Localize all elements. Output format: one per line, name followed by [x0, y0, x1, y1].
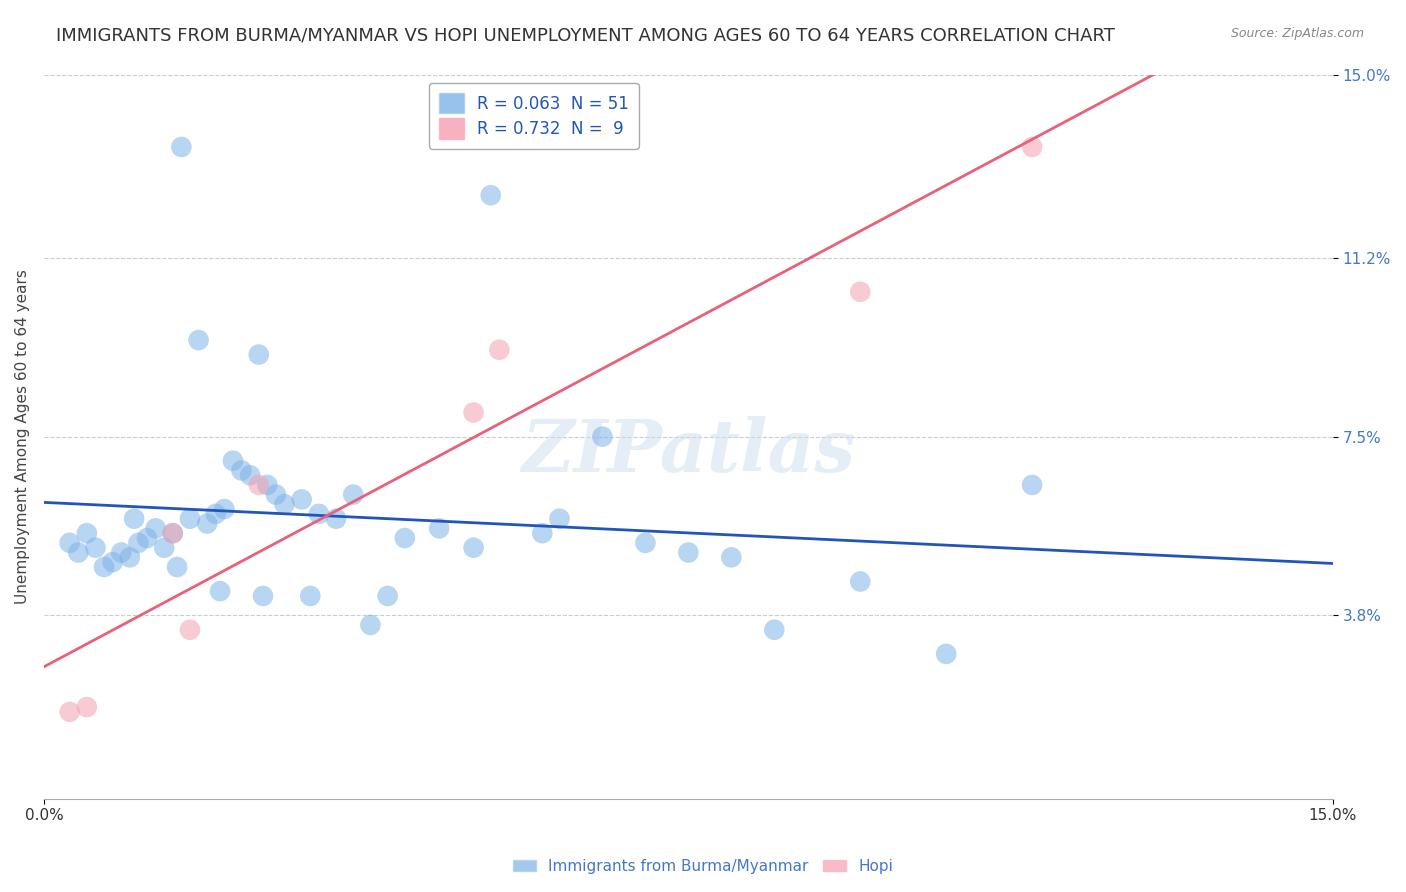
- Point: [377, 589, 399, 603]
- Point: [67, 545, 90, 559]
- Point: [162, 526, 184, 541]
- Point: [76, 700, 98, 714]
- Point: [849, 285, 872, 299]
- Point: [222, 454, 245, 468]
- Text: Source: ZipAtlas.com: Source: ZipAtlas.com: [1230, 27, 1364, 40]
- Point: [231, 463, 253, 477]
- Point: [204, 507, 226, 521]
- Point: [136, 531, 159, 545]
- Point: [849, 574, 872, 589]
- Text: IMMIGRANTS FROM BURMA/MYANMAR VS HOPI UNEMPLOYMENT AMONG AGES 60 TO 64 YEARS COR: IMMIGRANTS FROM BURMA/MYANMAR VS HOPI UN…: [56, 27, 1115, 45]
- Point: [162, 526, 184, 541]
- Point: [1021, 140, 1043, 154]
- Point: [935, 647, 957, 661]
- Point: [463, 405, 485, 419]
- Point: [256, 478, 278, 492]
- Point: [273, 497, 295, 511]
- Point: [463, 541, 485, 555]
- Point: [763, 623, 786, 637]
- Point: [325, 512, 347, 526]
- Point: [84, 541, 107, 555]
- Point: [187, 333, 209, 347]
- Point: [299, 589, 322, 603]
- Point: [427, 521, 450, 535]
- Point: [166, 560, 188, 574]
- Point: [118, 550, 141, 565]
- Point: [145, 521, 167, 535]
- Point: [678, 545, 700, 559]
- Point: [59, 705, 82, 719]
- Point: [634, 536, 657, 550]
- Point: [548, 512, 571, 526]
- Point: [179, 623, 201, 637]
- Point: [359, 618, 381, 632]
- Legend: Immigrants from Burma/Myanmar, Hopi: Immigrants from Burma/Myanmar, Hopi: [506, 853, 900, 880]
- Point: [93, 560, 115, 574]
- Point: [1021, 478, 1043, 492]
- Point: [153, 541, 176, 555]
- Y-axis label: Unemployment Among Ages 60 to 64 years: Unemployment Among Ages 60 to 64 years: [15, 269, 30, 604]
- Point: [394, 531, 416, 545]
- Point: [209, 584, 232, 599]
- Text: ZIPatlas: ZIPatlas: [522, 416, 855, 487]
- Point: [264, 487, 287, 501]
- Point: [110, 545, 132, 559]
- Point: [591, 430, 613, 444]
- Legend: R = 0.063  N = 51, R = 0.732  N =  9: R = 0.063 N = 51, R = 0.732 N = 9: [429, 83, 638, 149]
- Point: [479, 188, 502, 202]
- Point: [195, 516, 218, 531]
- Point: [488, 343, 510, 357]
- Point: [214, 502, 236, 516]
- Point: [127, 536, 149, 550]
- Point: [720, 550, 742, 565]
- Point: [101, 555, 124, 569]
- Point: [179, 512, 201, 526]
- Point: [76, 526, 98, 541]
- Point: [170, 140, 193, 154]
- Point: [291, 492, 314, 507]
- Point: [252, 589, 274, 603]
- Point: [122, 512, 145, 526]
- Point: [59, 536, 82, 550]
- Point: [531, 526, 554, 541]
- Point: [239, 468, 262, 483]
- Point: [342, 487, 364, 501]
- Point: [247, 478, 270, 492]
- Point: [308, 507, 330, 521]
- Point: [247, 347, 270, 361]
